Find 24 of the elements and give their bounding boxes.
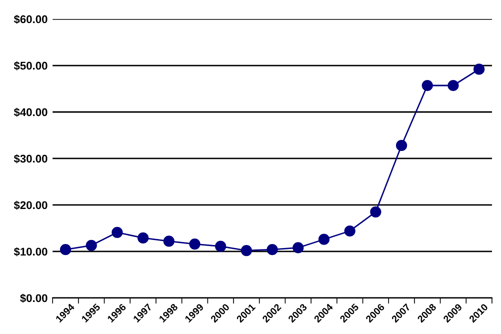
y-tick-label: $60.00 (14, 14, 48, 24)
point (240, 244, 252, 256)
y-tick-label: $20.00 (14, 200, 48, 210)
point (344, 225, 356, 237)
point (292, 242, 304, 254)
point (189, 238, 200, 250)
point (448, 80, 459, 92)
point (138, 232, 149, 244)
y-tick-label: $0.00 (20, 294, 48, 303)
point (474, 64, 485, 75)
point (215, 240, 226, 252)
y-tick-label: $40.00 (14, 108, 48, 117)
y-tick-label: $10.00 (14, 247, 48, 256)
point (112, 226, 123, 238)
y-tick-label: $30.00 (14, 154, 48, 164)
point (370, 206, 382, 218)
point (318, 234, 330, 245)
point (396, 140, 408, 152)
point (86, 240, 97, 251)
point (60, 244, 72, 256)
point (266, 244, 278, 256)
y-tick-label: $50.00 (14, 61, 48, 70)
point (422, 80, 433, 92)
point (163, 236, 174, 247)
